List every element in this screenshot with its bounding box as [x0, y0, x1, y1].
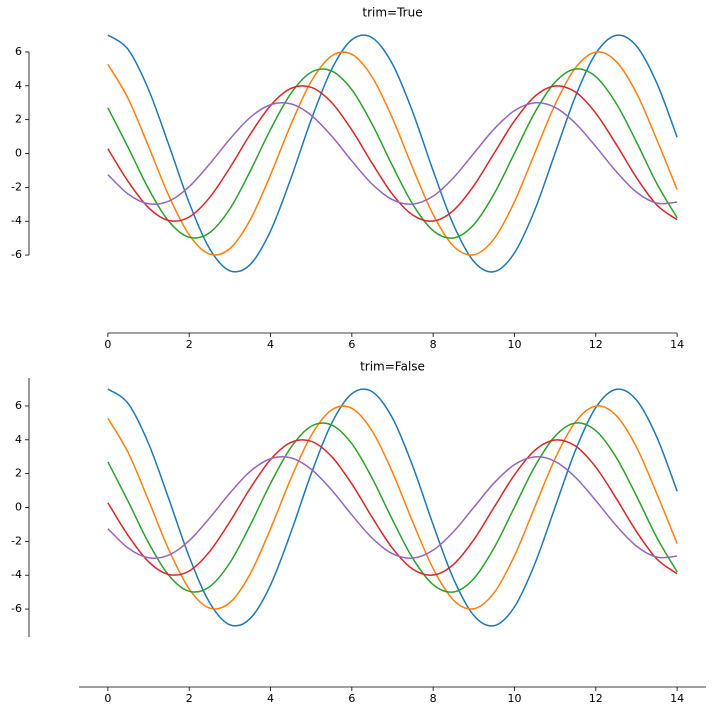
line-series	[107, 456, 678, 559]
x-tick-label: 10	[507, 692, 521, 705]
y-tick-label: 0	[15, 147, 22, 160]
line-series	[107, 34, 678, 273]
line-series	[107, 85, 678, 222]
x-tick-label: 12	[589, 692, 603, 705]
x-tick-label: 0	[104, 692, 111, 705]
y-tick-label: 2	[15, 467, 22, 480]
y-tick-label: 0	[15, 501, 22, 514]
x-tick-label: 8	[430, 338, 437, 351]
y-tick-label: -2	[11, 180, 22, 193]
y-tick-label: -2	[11, 534, 22, 547]
line-series	[107, 102, 678, 205]
x-tick-label: 2	[186, 692, 193, 705]
x-tick-label: 4	[267, 692, 274, 705]
y-tick-label: -6	[11, 248, 22, 261]
x-tick-label: 2	[186, 338, 193, 351]
x-tick-label: 4	[267, 338, 274, 351]
line-series	[107, 439, 678, 576]
chart-title: trim=True	[362, 6, 422, 20]
x-tick-label: 10	[507, 338, 521, 351]
x-tick-label: 14	[670, 692, 684, 705]
line-series	[107, 405, 678, 610]
chart-title: trim=False	[360, 360, 425, 374]
x-tick-label: 12	[589, 338, 603, 351]
y-tick-label: 4	[15, 433, 22, 446]
y-tick-label: 6	[15, 45, 22, 58]
line-series	[107, 68, 678, 239]
x-tick-label: 0	[104, 338, 111, 351]
x-tick-label: 14	[670, 338, 684, 351]
x-tick-label: 6	[348, 338, 355, 351]
y-tick-label: 2	[15, 113, 22, 126]
line-series	[107, 388, 678, 627]
y-tick-label: 6	[15, 399, 22, 412]
line-series	[107, 422, 678, 593]
y-tick-label: -4	[11, 214, 22, 227]
x-tick-label: 8	[430, 692, 437, 705]
y-tick-label: 4	[15, 79, 22, 92]
line-series	[107, 51, 678, 256]
y-tick-label: -6	[11, 602, 22, 615]
y-tick-label: -4	[11, 568, 22, 581]
x-tick-label: 6	[348, 692, 355, 705]
